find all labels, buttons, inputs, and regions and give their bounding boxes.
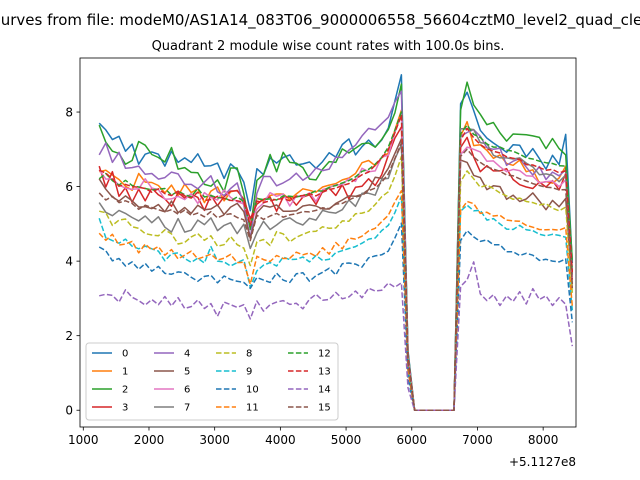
legend-label-15: 15: [318, 403, 331, 414]
y-tick-label: 8: [65, 106, 73, 120]
legend-label-7: 7: [184, 403, 190, 414]
x-tick-label: 5000: [331, 433, 362, 447]
x-tick-label: 8000: [528, 433, 559, 447]
legend-label-1: 1: [122, 367, 128, 378]
legend-box: [85, 342, 339, 421]
series-line-8: [99, 155, 574, 411]
legend-label-0: 0: [122, 349, 128, 360]
legend-label-13: 13: [318, 367, 331, 378]
series-line-3: [98, 126, 574, 411]
series-line-14: [99, 261, 574, 411]
plot-area-frame: [79, 57, 577, 428]
legend-label-4: 4: [184, 349, 190, 360]
series-line-7: [98, 128, 574, 411]
x-tick-label: 2000: [134, 433, 165, 447]
series-line-13: [98, 114, 574, 411]
series-line-12: [98, 111, 574, 411]
y-tick-label: 6: [65, 180, 73, 194]
legend-label-6: 6: [184, 385, 190, 396]
legend-label-14: 14: [318, 385, 331, 396]
legend-label-10: 10: [246, 385, 259, 396]
series-line-10: [98, 222, 574, 411]
series-line-4: [98, 90, 574, 411]
legend-label-11: 11: [246, 403, 259, 414]
y-tick-label: 4: [65, 255, 73, 269]
y-tick-label: 2: [65, 329, 73, 343]
figure-suptitle: Light curves from file: modeM0/AS1A14_08…: [0, 11, 640, 30]
series-layer: [98, 74, 574, 411]
legend-label-9: 9: [246, 367, 252, 378]
legend-label-3: 3: [122, 403, 128, 414]
legend-label-8: 8: [246, 349, 252, 360]
x-tick-label: 4000: [265, 433, 296, 447]
series-line-9: [98, 195, 574, 411]
x-tick-label: 7000: [462, 433, 493, 447]
x-tick-label: 3000: [199, 433, 230, 447]
x-tick-label: 1000: [68, 433, 99, 447]
y-tick-label: 0: [65, 404, 73, 418]
series-line-15: [98, 142, 574, 411]
x-axis: 1000 2000 3000 4000 5000 6000 7000 8000: [68, 427, 558, 447]
y-axis: 0 2 4 6 8: [65, 106, 80, 418]
legend-label-2: 2: [122, 385, 128, 396]
series-line-2: [98, 81, 574, 411]
legend-label-5: 5: [184, 367, 190, 378]
series-line-11: [98, 189, 574, 411]
x-axis-offset-label: +5.1127e8: [509, 455, 576, 469]
x-tick-label: 6000: [396, 433, 427, 447]
legend-label-12: 12: [318, 349, 331, 360]
chart-title: Quadrant 2 module wise count rates with …: [152, 39, 505, 54]
